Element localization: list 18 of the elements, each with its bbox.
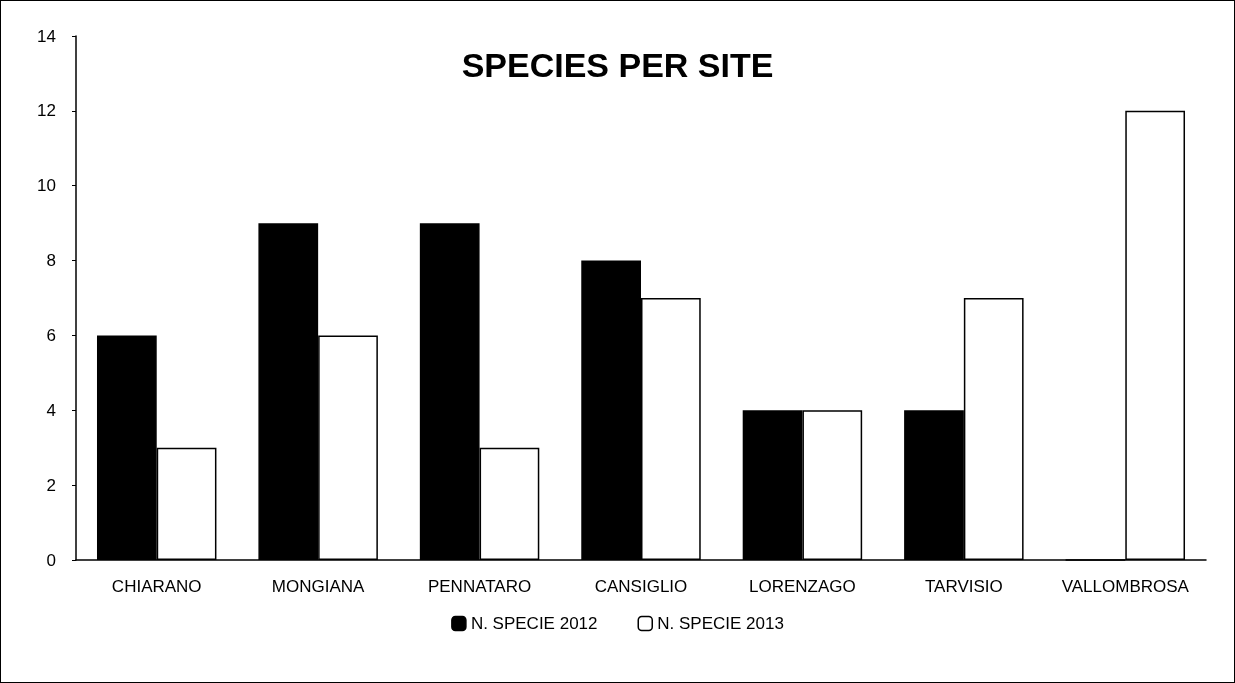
chart-title: SPECIES PER SITE bbox=[461, 46, 774, 84]
x-tick-label: CHIARANO bbox=[111, 577, 202, 596]
y-tick-label: 14 bbox=[37, 26, 56, 46]
x-tick-label: MONGIANA bbox=[271, 577, 366, 596]
y-tick-label: 6 bbox=[46, 325, 56, 345]
x-tick-label: TARVISIO bbox=[924, 577, 1003, 596]
y-tick-label: 10 bbox=[37, 176, 56, 196]
legend-label: N. SPECIE 2013 bbox=[657, 614, 784, 633]
legend-label: N. SPECIE 2012 bbox=[470, 614, 598, 633]
y-tick-label: 4 bbox=[46, 400, 56, 420]
y-tick-label: 0 bbox=[46, 550, 56, 570]
y-tick-label: 8 bbox=[46, 251, 56, 271]
y-tick-label: 2 bbox=[46, 475, 56, 495]
y-tick-label: 12 bbox=[37, 101, 56, 121]
x-tick-label: VALLOMBROSA bbox=[1061, 577, 1190, 596]
x-tick-label: CANSIGLIO bbox=[594, 577, 688, 596]
x-tick-label: PENNATARO bbox=[427, 577, 532, 596]
x-tick-label: LORENZAGO bbox=[749, 577, 856, 596]
